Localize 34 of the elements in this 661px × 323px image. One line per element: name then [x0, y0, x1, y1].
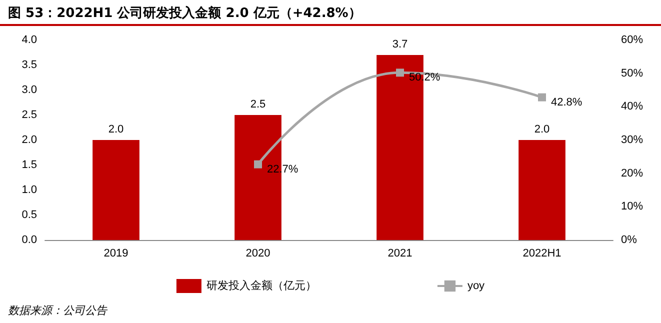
y2-tick-label: 60% — [621, 34, 644, 46]
point — [538, 93, 546, 102]
chart-title: 图 53：2022H1 公司研发投入金额 2.0 亿元（+42.8%） — [8, 4, 362, 22]
x-tick-label: 2020 — [246, 248, 270, 260]
point — [396, 68, 404, 77]
y-tick-label: 3.5 — [22, 59, 37, 71]
y-tick-label: 3.0 — [22, 84, 37, 96]
y2-tick-label: 10% — [621, 200, 644, 213]
data-label: 2.0 — [534, 124, 550, 136]
data-label: 3.7 — [392, 38, 408, 50]
y-tick-label: 2.5 — [22, 109, 37, 121]
data-label: 2.0 — [108, 124, 124, 136]
y2-tick-label: 0% — [621, 234, 638, 246]
y-tick-label: 4.0 — [22, 34, 37, 46]
y-tick-label: 1.0 — [22, 184, 37, 196]
x-tick-label: 2022H1 — [522, 248, 562, 260]
data-label: 42.8% — [551, 96, 582, 108]
legend-label: yoy — [467, 280, 486, 292]
bar — [518, 140, 566, 240]
y2-tick-label: 30% — [621, 134, 644, 146]
y-tick-label: 0.5 — [22, 209, 37, 221]
source-note: 数据来源：公司公告 — [8, 303, 107, 318]
bar — [92, 140, 140, 240]
y2-tick-label: 50% — [621, 67, 644, 80]
y-tick-label: 2.0 — [22, 134, 37, 146]
y-tick-label: 0.0 — [22, 234, 37, 246]
legend-label: 研发投入金额（亿元） — [206, 279, 316, 292]
data-label: 2.5 — [250, 98, 266, 110]
x-tick-label: 2019 — [104, 248, 128, 260]
y-tick-label: 1.5 — [22, 159, 37, 171]
y2-tick-label: 20% — [621, 167, 644, 180]
point — [254, 160, 262, 168]
y2-tick-label: 40% — [621, 100, 644, 113]
x-tick-label: 2021 — [388, 248, 412, 260]
